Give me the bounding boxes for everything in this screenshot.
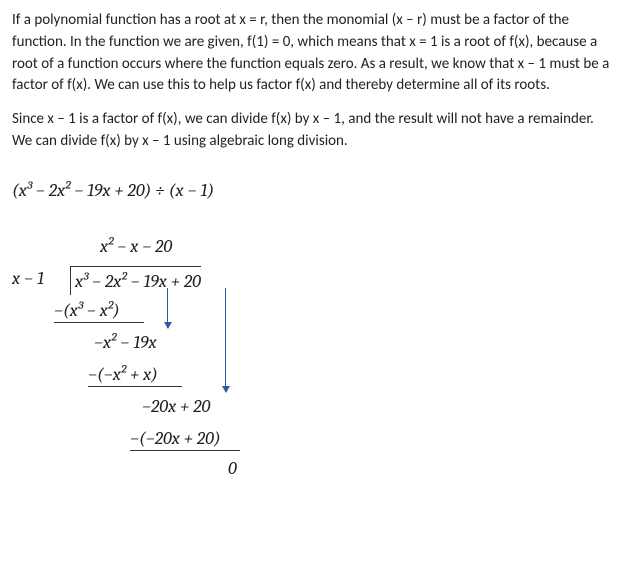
subtract-step-2: −(−x² + x) bbox=[88, 362, 158, 388]
divisor: x − 1 bbox=[12, 266, 44, 292]
remainder-line-2: −20x + 20 bbox=[142, 394, 210, 420]
dividend: x³ − 2x² − 19x + 20 bbox=[70, 266, 201, 295]
final-remainder: 0 bbox=[228, 456, 237, 482]
paragraph-2: Since x – 1 is a factor of f(x), we can … bbox=[12, 109, 613, 153]
remainder-line-1: −x² − 19x bbox=[94, 330, 157, 356]
rule-1 bbox=[54, 322, 144, 323]
bring-down-arrow-2 bbox=[225, 288, 226, 392]
subtract-step-3: −(−20x + 20) bbox=[130, 426, 221, 452]
paragraph-1: If a polynomial function has a root at x… bbox=[12, 10, 613, 97]
rule-3 bbox=[130, 450, 240, 451]
long-division: x² − x − 20 x − 1 x³ − 2x² − 19x + 20 −(… bbox=[12, 234, 272, 494]
bring-down-arrow-1 bbox=[167, 288, 168, 328]
subtract-step-1: −(x³ − x²) bbox=[54, 298, 120, 324]
rule-2 bbox=[88, 386, 182, 387]
quotient: x² − x − 20 bbox=[100, 234, 172, 260]
division-expression: (x³ − 2x² − 19x + 20) ÷ (x − 1) bbox=[12, 178, 613, 204]
